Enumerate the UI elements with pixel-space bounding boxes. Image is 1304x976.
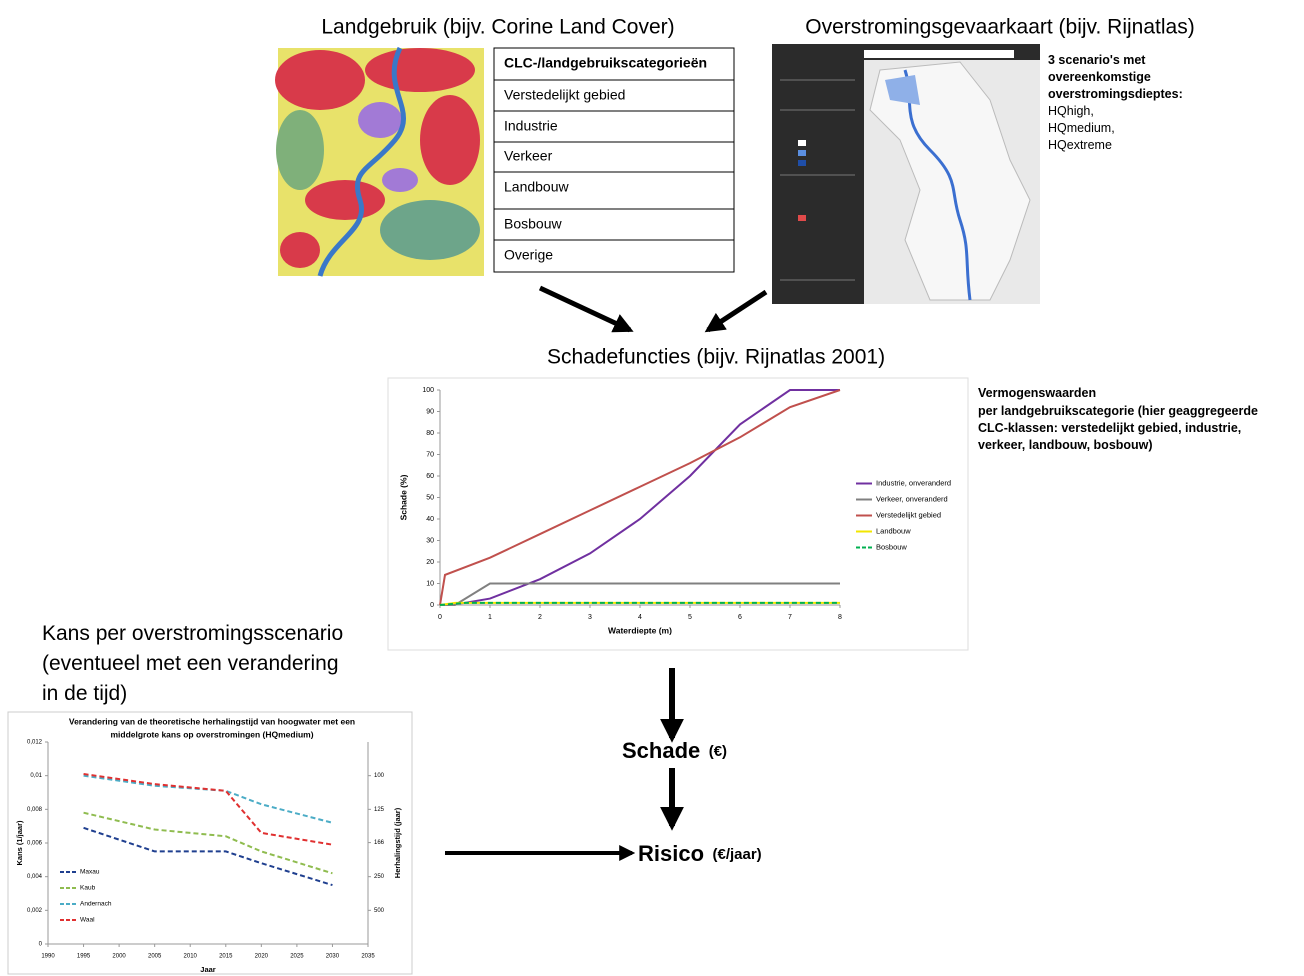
probability-chart-frame xyxy=(8,712,412,974)
x-tick-label: 4 xyxy=(638,614,642,621)
damage-title: Schadefuncties (bijv. Rijnatlas 2001) xyxy=(547,346,885,369)
table-cell: Verkeer xyxy=(504,148,553,164)
y2-tick-label: 250 xyxy=(374,874,385,880)
scenario: HQextreme xyxy=(1048,138,1112,152)
legend-label: Andernach xyxy=(80,901,112,908)
x-tick-label: 2030 xyxy=(326,954,340,960)
y-tick-label: 30 xyxy=(426,537,434,544)
y-tick-label: 80 xyxy=(426,430,434,437)
y-tick-label: 50 xyxy=(426,494,434,501)
x-tick-label: 2 xyxy=(538,614,542,621)
title-line: in de tijd) xyxy=(42,682,127,705)
result-unit: (€) xyxy=(709,743,727,760)
y-tick-label: 60 xyxy=(426,473,434,480)
x-tick-label: 7 xyxy=(788,614,792,621)
x-tick-label: 2000 xyxy=(112,954,126,960)
x-tick-label: 2015 xyxy=(219,954,233,960)
table-cell: Landbouw xyxy=(504,179,570,195)
y2-tick-label: 500 xyxy=(374,908,385,914)
title-line: (eventueel met een verandering xyxy=(42,652,339,675)
risk-unit: (€/jaar) xyxy=(712,846,761,863)
scenario: HQmedium, xyxy=(1048,121,1115,135)
note-line: overstromingsdieptes: xyxy=(1048,87,1183,101)
land-cover-map xyxy=(275,48,484,276)
x-tick-label: 1995 xyxy=(77,954,91,960)
flood-map-screenshot xyxy=(772,44,1040,304)
y-axis-label: Schade (%) xyxy=(398,474,408,520)
scenario: HQhigh, xyxy=(1048,104,1094,118)
land-use-table: CLC-/landgebruikscategorieën Verstedelij… xyxy=(494,48,734,272)
x-axis-label: Waterdiepte (m) xyxy=(608,625,672,635)
arrow xyxy=(540,288,630,330)
page: Landgebruik (bijv. Corine Land Cover) CL… xyxy=(0,0,1304,976)
arrow xyxy=(708,292,766,330)
y-tick-label: 100 xyxy=(422,387,434,394)
y-tick-label: 40 xyxy=(426,516,434,523)
chart-title: Verandering van de theoretische herhalin… xyxy=(69,716,355,726)
x-tick-label: 2005 xyxy=(148,954,162,960)
diagram: Landgebruik (bijv. Corine Land Cover) CL… xyxy=(0,0,1304,976)
land-use-title: Landgebruik (bijv. Corine Land Cover) xyxy=(321,16,674,39)
asset-note-line: verkeer, landbouw, bosbouw) xyxy=(978,438,1153,452)
x-tick-label: 6 xyxy=(738,614,742,621)
table-header: CLC-/landgebruikscategorieën xyxy=(504,55,707,71)
legend-label: Landbouw xyxy=(876,526,911,535)
x-axis-label: Jaar xyxy=(200,965,216,974)
legend-label: Kaub xyxy=(80,885,96,892)
table-cell: Industrie xyxy=(504,118,558,134)
y-tick-label: 70 xyxy=(426,451,434,458)
x-tick-label: 2020 xyxy=(255,954,269,960)
legend-label: Verkeer, onveranderd xyxy=(876,494,948,503)
legend-label: Waal xyxy=(80,917,95,924)
x-tick-label: 2025 xyxy=(290,954,304,960)
note-line: overeenkomstige xyxy=(1048,70,1151,84)
y-tick-label: 20 xyxy=(426,559,434,566)
y-tick-label: 0,01 xyxy=(30,773,42,779)
y-tick-label: 90 xyxy=(426,408,434,415)
y-tick-label: 0,006 xyxy=(27,841,43,847)
asset-note: Vermogenswaarden per landgebruikscategor… xyxy=(978,386,1261,452)
legend-label: Verstedelijkt gebied xyxy=(876,510,941,519)
chart-title: middelgrote kans op overstromingen (HQme… xyxy=(110,729,313,739)
y-tick-label: 0,012 xyxy=(27,740,43,746)
x-tick-label: 0 xyxy=(438,614,442,621)
x-tick-label: 1990 xyxy=(41,954,55,960)
probability-title: Kans per overstromingsscenario (eventuee… xyxy=(42,622,349,705)
y2-tick-label: 100 xyxy=(374,773,385,779)
legend-label: Industrie, onveranderd xyxy=(876,478,951,487)
x-tick-label: 2035 xyxy=(361,954,375,960)
y-tick-label: 0,008 xyxy=(27,807,43,813)
y2-axis-label: Herhalingstijd (jaar) xyxy=(393,807,402,878)
y-tick-label: 0 xyxy=(430,602,434,609)
damage-result: Schade (€) xyxy=(622,738,727,763)
risk-label: Risico xyxy=(638,841,704,866)
legend-label: Bosbouw xyxy=(876,542,907,551)
table-cell: Verstedelijkt gebied xyxy=(504,87,625,103)
title-line: Kans per overstromingsscenario xyxy=(42,622,343,645)
asset-note-title: Vermogenswaarden xyxy=(978,386,1096,400)
asset-note-line: CLC-klassen: verstedelijkt gebied, indus… xyxy=(978,421,1241,435)
flood-map-title: Overstromingsgevaarkaart (bijv. Rijnatla… xyxy=(805,16,1194,39)
y-axis-label: Kans (1/jaar) xyxy=(15,820,24,866)
y-tick-label: 0,004 xyxy=(27,874,43,880)
asset-note-line: per landgebruikscategorie (hier geaggreg… xyxy=(978,404,1258,418)
y2-tick-label: 125 xyxy=(374,807,385,813)
x-tick-label: 2010 xyxy=(184,954,198,960)
flood-note: 3 scenario's met overeenkomstige overstr… xyxy=(1048,53,1183,101)
table-cell: Overige xyxy=(504,247,553,263)
y-tick-label: 10 xyxy=(426,580,434,587)
table-cell: Bosbouw xyxy=(504,216,562,232)
y2-tick-label: 166 xyxy=(374,840,385,846)
note-line: 3 scenario's met xyxy=(1048,53,1146,67)
x-tick-label: 8 xyxy=(838,614,842,621)
y-tick-label: 0,002 xyxy=(27,908,43,914)
legend-label: Maxau xyxy=(80,869,100,876)
x-tick-label: 5 xyxy=(688,614,692,621)
x-tick-label: 1 xyxy=(488,614,492,621)
scenario-list: HQhigh, HQmedium, HQextreme xyxy=(1048,104,1118,152)
risk-result: Risico (€/jaar) xyxy=(638,841,762,866)
result-label: Schade xyxy=(622,738,700,763)
x-tick-label: 3 xyxy=(588,614,592,621)
